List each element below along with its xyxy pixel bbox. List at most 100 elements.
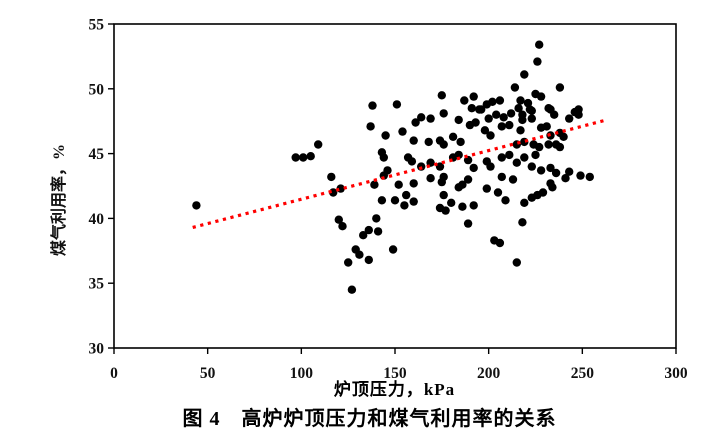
data-point (527, 106, 536, 116)
data-point (484, 114, 493, 123)
x-tick-label: 150 (383, 365, 407, 382)
plot-area: 0 50 100 150 200 250 300 30 35 40 45 50 55 (89, 17, 688, 383)
data-point (505, 150, 514, 160)
data-point (364, 225, 373, 235)
data-point (497, 122, 506, 131)
data-point (409, 136, 418, 145)
data-point (493, 188, 503, 197)
data-point (409, 179, 418, 188)
data-point (536, 166, 546, 175)
data-point (192, 201, 201, 210)
data-point (417, 113, 426, 122)
data-point (409, 197, 418, 206)
x-tick-label: 50 (200, 365, 216, 382)
data-point (426, 174, 435, 183)
data-point (514, 104, 523, 113)
data-point (559, 132, 568, 141)
data-point (548, 183, 557, 192)
data-point (486, 162, 495, 171)
data-point (477, 105, 486, 114)
trend-line (192, 118, 608, 230)
data-point (565, 114, 574, 123)
data-point (407, 157, 417, 166)
data-point (448, 132, 458, 141)
data-point (555, 142, 565, 152)
data-point (454, 150, 463, 160)
data-point (454, 115, 463, 125)
data-point (497, 153, 506, 162)
data-point (373, 227, 383, 236)
data-point (518, 115, 527, 125)
data-point (456, 137, 465, 147)
data-point (535, 40, 544, 49)
data-point (390, 196, 400, 205)
data-point (377, 196, 387, 205)
figure-caption: 图 4 高炉炉顶压力和煤气利用率的关系 (182, 408, 557, 430)
data-point (439, 190, 448, 200)
data-point (536, 92, 546, 101)
data-point (527, 162, 536, 171)
data-point (291, 153, 300, 162)
data-point (542, 122, 551, 131)
data-point (488, 97, 497, 107)
data-point (469, 201, 478, 210)
data-point (439, 172, 448, 182)
y-tick-label: 50 (89, 81, 105, 98)
data-point (426, 114, 435, 123)
data-point (480, 126, 490, 135)
data-point (338, 222, 347, 231)
data-point (460, 96, 469, 105)
data-point (506, 109, 516, 118)
data-point (531, 150, 540, 160)
data-point (359, 231, 368, 240)
data-point (372, 214, 381, 223)
data-point (512, 258, 521, 267)
data-point (364, 255, 373, 265)
data-point (388, 245, 398, 254)
data-point (469, 92, 478, 101)
data-point (471, 118, 480, 127)
data-point (437, 91, 446, 100)
data-point (499, 113, 508, 122)
data-point (327, 172, 336, 182)
data-point (561, 174, 570, 183)
x-tick-label: 200 (477, 365, 501, 382)
data-point (565, 167, 574, 176)
data-point (520, 198, 529, 207)
data-point (486, 131, 495, 140)
data-point (551, 168, 561, 178)
data-point (546, 163, 555, 173)
data-point (544, 140, 553, 149)
data-point (379, 153, 388, 162)
data-point (523, 98, 533, 108)
y-axis-label: 煤气利用率，% (49, 144, 68, 256)
data-point (518, 218, 527, 227)
data-point (463, 219, 473, 228)
x-tick-label: 250 (571, 365, 595, 382)
y-tick-label: 35 (89, 276, 105, 293)
data-point (497, 172, 506, 182)
data-point (520, 70, 529, 79)
data-point (394, 180, 403, 189)
data-point (505, 120, 514, 130)
data-point (535, 142, 544, 152)
data-point (550, 110, 559, 119)
data-point (424, 137, 433, 147)
data-point (469, 163, 478, 173)
data-point (516, 96, 525, 105)
data-point (533, 57, 542, 66)
data-point (520, 153, 529, 162)
data-point (314, 140, 323, 149)
data-point (392, 100, 402, 109)
data-point (299, 153, 308, 162)
data-point (370, 180, 379, 189)
x-axis-label: 炉顶压力，kPa (333, 380, 456, 399)
data-point (381, 131, 390, 140)
data-point (482, 184, 491, 193)
data-point (585, 172, 594, 182)
data-point (527, 114, 536, 123)
data-point (495, 238, 505, 248)
data-point (398, 127, 407, 136)
data-point (467, 104, 476, 113)
